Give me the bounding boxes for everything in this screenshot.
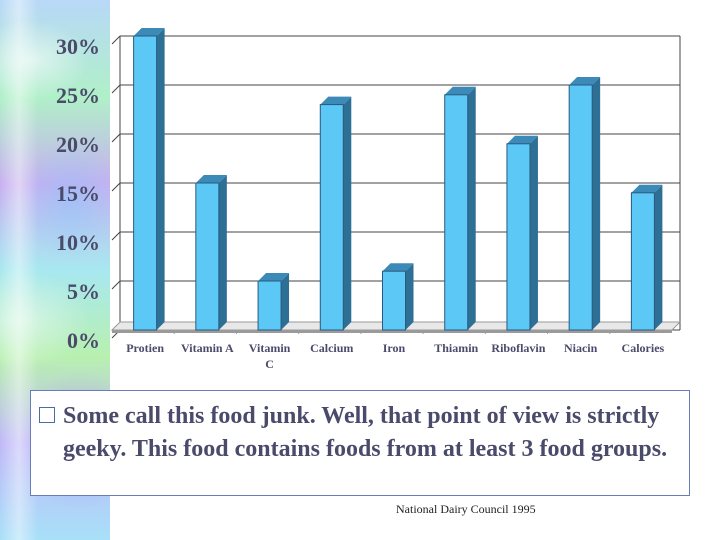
- bar-side: [592, 77, 601, 330]
- y-tick-label: 20%: [56, 132, 100, 157]
- bars: [133, 28, 663, 331]
- source-citation: National Dairy Council 1995: [396, 502, 536, 516]
- bar-top: [320, 96, 352, 105]
- bar-side: [218, 175, 227, 330]
- x-tick-label: Niacin: [564, 341, 598, 355]
- bar-top: [506, 135, 538, 144]
- bar-front: [319, 104, 344, 331]
- x-tick-label: Calcium: [310, 341, 353, 355]
- x-tick-label: Vitamin A: [181, 341, 234, 355]
- bar-front: [257, 280, 282, 331]
- bar: [133, 28, 165, 331]
- body-text: Some call this food junk. Well, that poi…: [63, 403, 668, 462]
- bar-front: [630, 192, 655, 331]
- bar-top: [382, 263, 414, 272]
- bar: [257, 273, 290, 331]
- bar-front: [444, 94, 469, 331]
- gridline-depth: [111, 231, 121, 241]
- bar-front: [382, 270, 406, 331]
- x-tick-label: Thiamin: [434, 341, 478, 355]
- y-tick-label: 5%: [67, 279, 100, 304]
- bar-side: [654, 184, 663, 330]
- bar: [382, 263, 414, 331]
- y-axis-ticks: 0% 5% 10% 15% 20% 25% 30%: [56, 34, 100, 353]
- bar-chart: 0% 5% 10% 15% 20% 25% 30% Protien Vitamin A Vita…: [56, 28, 682, 371]
- bar-side: [156, 28, 165, 330]
- bar: [506, 135, 538, 331]
- bar: [568, 77, 601, 331]
- bar-side: [405, 263, 414, 330]
- bar-top: [444, 86, 476, 95]
- bar-top: [258, 273, 290, 281]
- bar: [319, 96, 352, 331]
- bar-top: [133, 28, 165, 36]
- bar-front: [133, 35, 158, 331]
- gridline-depth: [111, 280, 121, 290]
- y-tick-label: 0%: [67, 328, 100, 353]
- x-tick-label: Protien: [126, 341, 164, 355]
- floor-edge: [112, 330, 672, 333]
- bar: [195, 175, 227, 331]
- x-tick-label: Vitamin: [249, 341, 291, 355]
- y-tick-label: 10%: [56, 230, 100, 255]
- bar-top: [195, 175, 227, 183]
- gridline-depth: [111, 133, 121, 143]
- gridline-depth: [111, 182, 121, 192]
- bar-side: [529, 135, 538, 330]
- decorative-side-strip: [0, 0, 110, 540]
- gridline-depth: [111, 84, 121, 94]
- bar: [444, 86, 476, 331]
- x-tick-label: Iron: [383, 341, 406, 355]
- x-tick-label: Riboflavin: [491, 341, 545, 355]
- bullet-square-icon: [39, 407, 55, 423]
- bar-side: [281, 273, 290, 330]
- gridline-depth: [111, 35, 121, 45]
- x-tick-label: Calories: [622, 341, 665, 355]
- y-tick-label: 15%: [56, 181, 100, 206]
- bar-side: [343, 96, 352, 330]
- bar: [630, 184, 663, 331]
- bar-front: [568, 84, 593, 331]
- bar-top: [569, 77, 601, 85]
- bar-front: [195, 182, 220, 331]
- bar-top: [631, 184, 663, 193]
- y-tick-label: 30%: [56, 34, 100, 59]
- x-axis-ticks: Protien Vitamin A Vitamin C Calcium Iron Thiam…: [126, 341, 664, 371]
- bar-side: [467, 86, 476, 330]
- y-tick-label: 25%: [56, 83, 100, 108]
- bar-front: [506, 143, 531, 331]
- x-tick-label: C: [265, 357, 274, 371]
- caption-box: Some call this food junk. Well, that poi…: [30, 390, 690, 496]
